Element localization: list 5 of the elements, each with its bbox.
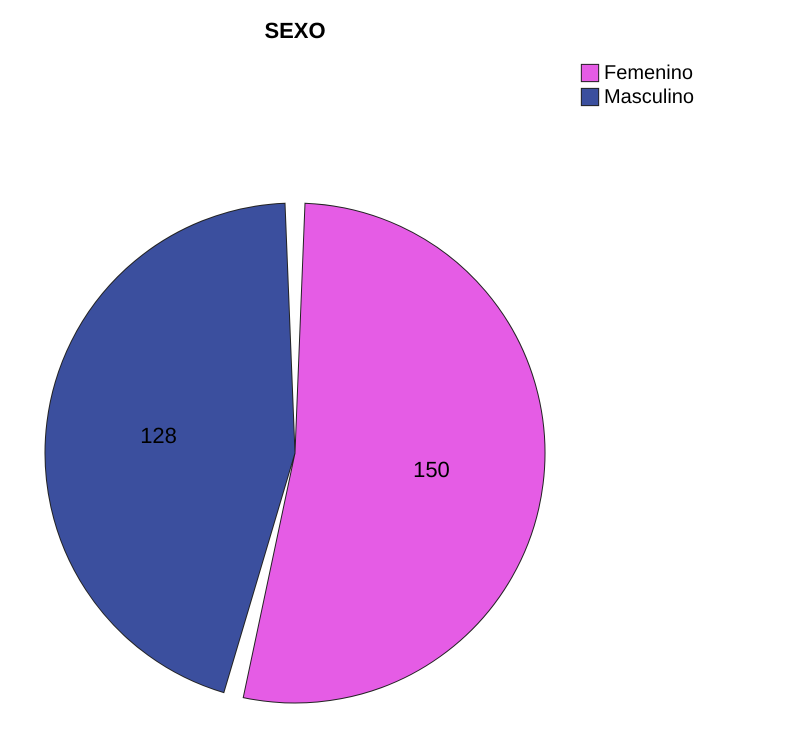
legend-label: Masculino (604, 86, 694, 108)
data-label: 150 (413, 457, 450, 482)
data-label: 128 (140, 422, 177, 448)
legend-label: Femenino (604, 62, 693, 84)
chart-title: SEXO (264, 18, 326, 43)
